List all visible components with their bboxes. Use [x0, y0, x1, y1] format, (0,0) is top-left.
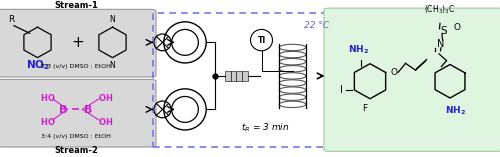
- FancyBboxPatch shape: [0, 79, 156, 147]
- Ellipse shape: [250, 30, 272, 51]
- Text: 2:3 (v/v) DMSO : EtOH: 2:3 (v/v) DMSO : EtOH: [42, 64, 111, 69]
- Bar: [225, 70, 230, 81]
- Text: $\bf{B}$: $\bf{B}$: [58, 103, 68, 115]
- Text: (CH$_3$)$_3$C: (CH$_3$)$_3$C: [424, 3, 456, 16]
- Text: O: O: [454, 23, 460, 32]
- Text: TI: TI: [258, 36, 266, 45]
- Text: R: R: [8, 15, 14, 24]
- Text: +: +: [71, 35, 84, 50]
- Text: S: S: [440, 26, 447, 36]
- Text: $\bf{NO_2}$: $\bf{NO_2}$: [26, 58, 50, 72]
- Bar: [230, 70, 236, 81]
- Text: N: N: [110, 15, 116, 24]
- Bar: [236, 70, 242, 81]
- Text: Stream-1: Stream-1: [54, 1, 98, 10]
- Text: $\mathbf{NH_2}$: $\mathbf{NH_2}$: [348, 44, 369, 56]
- FancyBboxPatch shape: [0, 9, 156, 77]
- Text: $\bf{HO}$: $\bf{HO}$: [40, 92, 56, 103]
- Text: O: O: [390, 68, 398, 77]
- Text: I: I: [340, 85, 343, 95]
- Text: $t_R$ = 3 min: $t_R$ = 3 min: [241, 121, 289, 134]
- Text: N: N: [438, 39, 444, 49]
- Text: Stream-2: Stream-2: [54, 146, 98, 155]
- Text: $\bf{OH}$: $\bf{OH}$: [98, 92, 114, 103]
- Text: $\mathbf{NH_2}$: $\mathbf{NH_2}$: [444, 104, 466, 117]
- Text: N: N: [110, 61, 116, 70]
- Bar: [152, 13, 325, 147]
- Text: 22 °C: 22 °C: [304, 21, 328, 30]
- Text: 3:4 (v/v) DMSO : EtOH: 3:4 (v/v) DMSO : EtOH: [42, 134, 111, 139]
- Text: $\bf{B}$: $\bf{B}$: [82, 103, 92, 115]
- Text: $\bf{OH}$: $\bf{OH}$: [98, 116, 114, 127]
- Bar: [242, 70, 248, 81]
- FancyBboxPatch shape: [324, 8, 500, 151]
- Text: $\bf{HO}$: $\bf{HO}$: [40, 116, 56, 127]
- Text: F: F: [362, 104, 367, 113]
